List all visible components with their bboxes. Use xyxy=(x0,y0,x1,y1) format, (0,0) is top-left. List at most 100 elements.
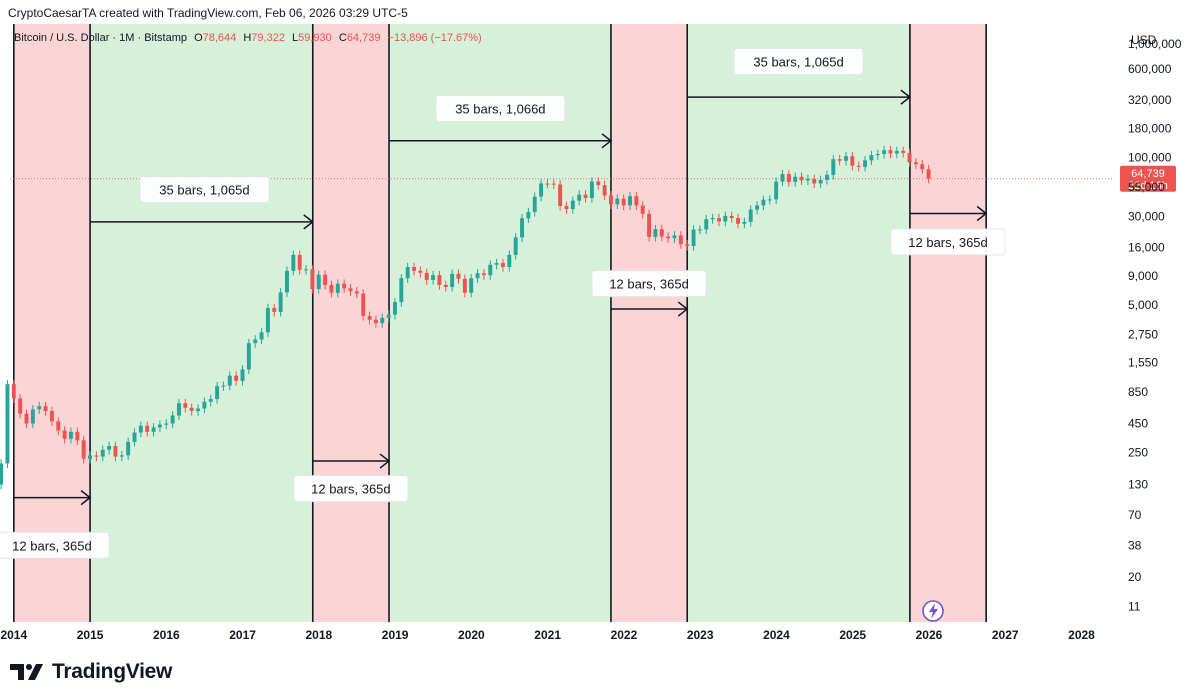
candle-body xyxy=(640,205,645,214)
candle-body xyxy=(462,278,467,293)
tradingview-logo[interactable]: TradingView xyxy=(10,660,172,684)
candle-body xyxy=(119,455,124,457)
candle-body xyxy=(659,229,664,237)
x-tick-label: 2015 xyxy=(77,628,104,642)
candle-body xyxy=(418,270,423,273)
tradingview-logo-icon xyxy=(10,664,43,680)
x-tick-label: 2017 xyxy=(229,628,256,642)
candle-body xyxy=(431,275,436,280)
bear-zone xyxy=(13,24,91,622)
candle-body xyxy=(583,194,588,199)
bear-zone xyxy=(610,24,688,622)
annotation-label-box xyxy=(0,531,110,559)
candle-body xyxy=(672,235,677,239)
candle-body xyxy=(304,269,308,271)
y-tick-label: 130 xyxy=(1128,478,1148,492)
candle-body xyxy=(621,198,626,206)
candle-body xyxy=(678,235,683,245)
candle-body xyxy=(310,269,315,290)
candle-body xyxy=(634,196,639,206)
candle-body xyxy=(227,375,232,386)
x-tick-label: 2023 xyxy=(687,628,714,642)
last-price-label: 64,739 xyxy=(1131,168,1165,180)
candle-body xyxy=(215,386,220,400)
y-tick-label: 180,000 xyxy=(1128,121,1172,135)
candle-body xyxy=(494,263,499,265)
candle-body xyxy=(386,314,391,318)
candle-body xyxy=(475,273,480,279)
candle-body xyxy=(437,275,442,285)
candle-body xyxy=(691,229,696,246)
legend-change: −13,896 (−17.67%) xyxy=(388,32,482,44)
candle-body xyxy=(361,293,366,316)
y-tick-label: 1,550 xyxy=(1128,356,1158,370)
candle-body xyxy=(570,200,575,210)
candle-body xyxy=(316,274,321,290)
x-tick-label: 2022 xyxy=(611,628,638,642)
annotation-label: 12 bars, 365d xyxy=(609,277,689,292)
countdown-label: 22d 16h xyxy=(1128,180,1168,192)
candle-body xyxy=(863,160,868,167)
candle-body xyxy=(11,384,16,399)
candle-body xyxy=(183,403,188,408)
legend-low: 59,930 xyxy=(298,32,332,44)
candle-body xyxy=(602,185,607,196)
candle-body xyxy=(342,283,347,289)
candle-body xyxy=(545,183,550,185)
x-tick-label: 2027 xyxy=(992,628,1019,642)
candle-body xyxy=(88,455,93,459)
candle-body xyxy=(348,288,353,292)
y-tick-label: 1,000,000 xyxy=(1128,37,1182,51)
candle-body xyxy=(5,384,10,464)
candle-body xyxy=(615,198,620,205)
candle-body xyxy=(253,339,258,344)
candle-body xyxy=(666,236,671,239)
y-tick-label: 450 xyxy=(1128,417,1148,431)
candle-body xyxy=(774,181,779,200)
candle-body xyxy=(685,244,690,246)
candle-body xyxy=(755,205,760,210)
candle-body xyxy=(844,156,848,161)
y-tick-label: 5,000 xyxy=(1128,298,1158,312)
candle-body xyxy=(380,317,385,324)
candle-body xyxy=(894,150,899,154)
candle-body xyxy=(742,221,747,224)
candle-body xyxy=(18,398,23,414)
candle-body xyxy=(564,205,569,210)
candle-body xyxy=(589,181,594,199)
candles xyxy=(0,145,931,490)
candle-body xyxy=(729,215,734,219)
annotation-label: 12 bars, 365d xyxy=(311,482,391,497)
candle-body xyxy=(818,179,823,184)
legend-close: 64,739 xyxy=(347,32,381,44)
candle-body xyxy=(62,430,67,439)
candle-body xyxy=(208,399,213,402)
x-tick-label: 2020 xyxy=(458,628,485,642)
candle-body xyxy=(704,219,709,230)
y-tick-label: 55,000 xyxy=(1128,180,1165,194)
annotation-label: 12 bars, 365d xyxy=(908,235,988,250)
legend-high: 79,322 xyxy=(251,32,285,44)
candle-body xyxy=(107,446,112,450)
candle-body xyxy=(805,178,810,181)
x-tick-label: 2014 xyxy=(0,628,27,642)
candle-body xyxy=(100,449,105,457)
candle-body xyxy=(469,278,474,293)
candle-body xyxy=(424,272,429,280)
candle-body xyxy=(405,266,410,279)
candle-body xyxy=(69,431,73,439)
candle-body xyxy=(399,278,404,303)
candle-body xyxy=(157,424,162,428)
annotation-label: 35 bars, 1,065d xyxy=(753,55,843,70)
replay-icon[interactable] xyxy=(922,600,944,622)
x-tick-label: 2018 xyxy=(306,628,333,642)
annotation-arrow-head xyxy=(677,301,689,317)
annotation-label-box xyxy=(139,176,270,204)
candle-body xyxy=(278,292,283,312)
candle-body xyxy=(234,375,239,381)
candle-body xyxy=(265,307,270,333)
candle-body xyxy=(24,413,29,424)
candle-body xyxy=(56,421,61,431)
candle-body xyxy=(450,273,455,287)
